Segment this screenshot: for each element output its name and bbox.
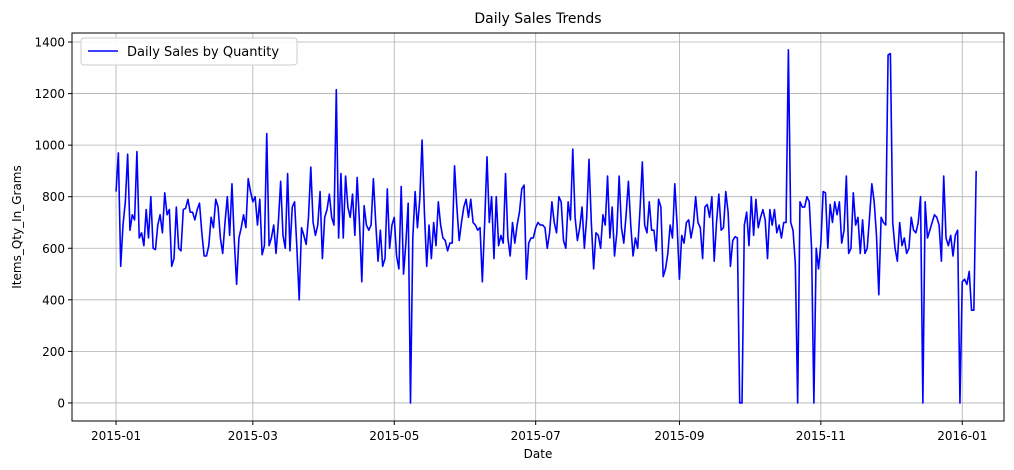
y-axis-label: Items_Qty_In_Grams	[10, 165, 24, 289]
chart-title: Daily Sales Trends	[474, 11, 601, 27]
legend: Daily Sales by Quantity	[80, 37, 298, 66]
y-tick-label: 1200	[34, 87, 65, 101]
legend-frame	[80, 37, 298, 66]
x-tick-label: 2016-01	[937, 429, 987, 443]
x-tick-label: 2015-09	[654, 429, 704, 443]
y-tick-label: 600	[42, 242, 65, 256]
plot-frame	[71, 32, 1005, 422]
x-tick-label: 2015-11	[796, 429, 846, 443]
y-axis: 0 200 400 600 800 1000 1200 1400	[34, 36, 72, 410]
x-tick-label: 2015-03	[228, 429, 278, 443]
y-tick-label: 0	[57, 396, 65, 410]
x-axis-label: Date	[524, 447, 553, 461]
y-tick-label: 800	[42, 190, 65, 204]
y-tick-label: 1400	[34, 36, 65, 50]
y-tick-label: 1000	[34, 139, 65, 153]
y-tick-label: 400	[42, 293, 65, 307]
y-tick-label: 200	[42, 345, 65, 359]
x-axis: 2015-01 2015-03 2015-05 2015-07 2015-09 2015-…	[91, 421, 987, 443]
series-line	[115, 48, 977, 404]
x-tick-label: 2015-05	[369, 429, 419, 443]
x-tick-label: 2015-01	[91, 429, 141, 443]
data-series	[115, 48, 977, 404]
legend-label: Daily Sales by Quantity	[127, 45, 279, 60]
x-tick-label: 2015-07	[511, 429, 561, 443]
